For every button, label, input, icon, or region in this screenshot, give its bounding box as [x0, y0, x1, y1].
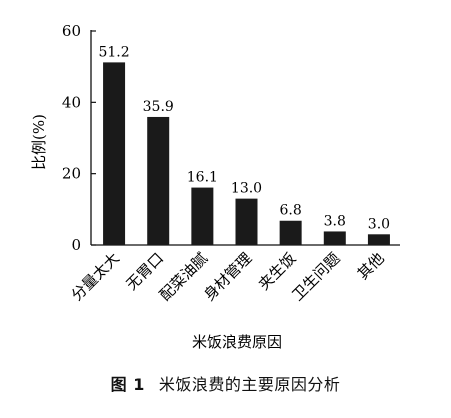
category-label: 卫生问题: [288, 249, 343, 304]
bar-value-label: 3.0: [368, 216, 390, 232]
bar: [147, 116, 170, 245]
x-axis-title: 米饭浪费原因: [192, 333, 282, 351]
tick-labels: 0 20 40 60: [62, 22, 81, 254]
bar: [103, 62, 126, 246]
bar-value-label: 35.9: [143, 99, 174, 115]
bar: [235, 198, 258, 245]
y-tick-label: 0: [71, 236, 81, 254]
bar: [191, 187, 214, 245]
category-label: 配菜油腻: [156, 249, 211, 304]
y-tick-label: 20: [62, 165, 81, 183]
bar: [279, 220, 302, 245]
value-labels: 51.2 35.9 16.1 13.0 6.8 3.8 3.0: [98, 44, 390, 232]
bar-value-label: 6.8: [280, 203, 302, 219]
bar-value-label: 51.2: [98, 44, 129, 60]
bar-value-label: 3.8: [324, 213, 346, 229]
bar-value-label: 13.0: [231, 181, 262, 197]
bar: [323, 231, 346, 245]
category-label: 其他: [354, 249, 388, 283]
bar: [367, 234, 390, 245]
figure-number: 图 1: [110, 375, 145, 394]
y-tick-label: 40: [62, 93, 81, 111]
figure-title: 米饭浪费的主要原因分析: [158, 375, 341, 394]
category-label: 身材管理: [200, 249, 255, 304]
category-label: 分量太大: [68, 249, 123, 304]
bar-value-label: 16.1: [187, 170, 218, 186]
bars: [103, 62, 390, 246]
y-axis-title: 比例(%): [30, 114, 48, 170]
figure-caption: 图 1 米饭浪费的主要原因分析: [0, 371, 451, 395]
y-tick-label: 60: [62, 22, 81, 40]
